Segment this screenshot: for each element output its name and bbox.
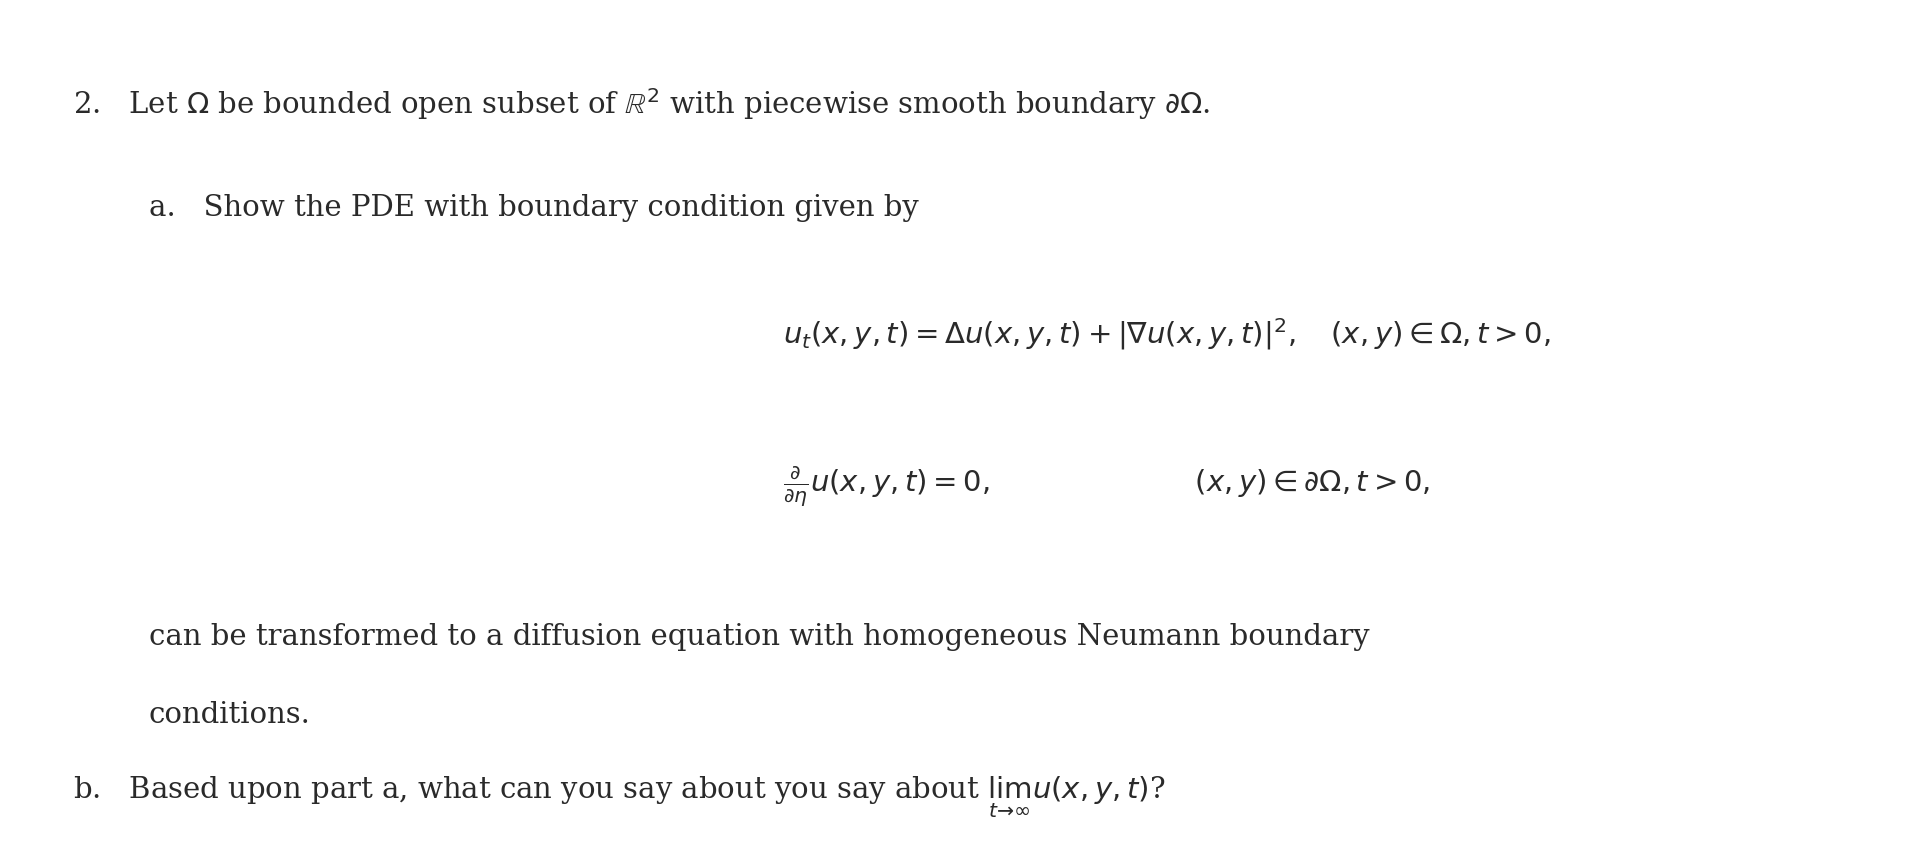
Text: a.   Show the PDE with boundary condition given by: a. Show the PDE with boundary condition … xyxy=(149,194,919,222)
Text: b.   Based upon part a, what can you say about you say about $\lim_{t\to\infty} : b. Based upon part a, what can you say a… xyxy=(73,775,1165,820)
Text: conditions.: conditions. xyxy=(149,701,311,729)
Text: 2.   Let $\Omega$ be bounded open subset of $\mathbb{R}^2$ with piecewise smooth: 2. Let $\Omega$ be bounded open subset o… xyxy=(73,86,1209,122)
Text: $u_t(x,y,t) = \Delta u(x,y,t) + |\nabla u(x,y,t)|^2, \quad (x,y) \in \Omega, t >: $u_t(x,y,t) = \Delta u(x,y,t) + |\nabla … xyxy=(783,316,1551,352)
Text: can be transformed to a diffusion equation with homogeneous Neumann boundary: can be transformed to a diffusion equati… xyxy=(149,623,1369,651)
Text: $\frac{\partial}{\partial\eta}u(x,y,t) = 0, \qquad\qquad\qquad\quad (x,y) \in \p: $\frac{\partial}{\partial\eta}u(x,y,t) =… xyxy=(783,463,1431,508)
